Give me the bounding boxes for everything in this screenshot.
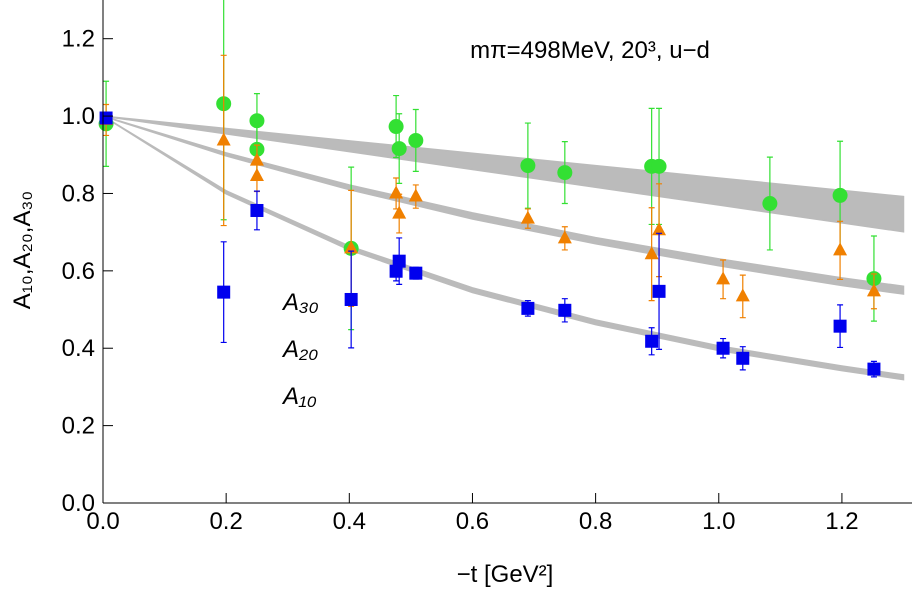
point [521, 301, 535, 315]
x-tick-label: 0.4 [333, 508, 366, 535]
point [716, 271, 731, 285]
x-tick-label: 1.2 [825, 508, 858, 535]
point [832, 187, 848, 203]
x-tick-label: 0.6 [456, 508, 489, 535]
point [249, 113, 265, 129]
y-tick-label: 0.4 [62, 335, 95, 362]
point [249, 152, 264, 166]
point [736, 351, 750, 365]
x-axis-label: −t [GeV²] [457, 561, 554, 588]
point [250, 203, 264, 217]
point [408, 132, 424, 148]
marks [98, 0, 882, 378]
point [392, 254, 406, 268]
fit-band [103, 115, 905, 233]
point [652, 284, 666, 298]
x-tick-label: 0.0 [86, 508, 119, 535]
x-tick-label: 1.0 [702, 508, 735, 535]
point [389, 185, 404, 199]
point [217, 285, 231, 299]
point [651, 158, 667, 174]
point [645, 334, 659, 348]
point [249, 168, 264, 182]
y-tick-label: 0.6 [62, 258, 95, 285]
legend-entry: A₃₀ [281, 289, 319, 316]
point [867, 362, 881, 376]
y-tick-label: 0.0 [62, 490, 95, 517]
y-tick-label: 1.0 [62, 103, 95, 130]
y-tick-label: 1.2 [62, 26, 95, 53]
point [520, 158, 536, 174]
point [762, 196, 778, 212]
point [389, 264, 403, 278]
bands [103, 115, 905, 381]
point [392, 205, 407, 219]
point [557, 230, 572, 244]
point [408, 188, 423, 202]
point [388, 119, 404, 135]
point [833, 242, 848, 256]
point [344, 292, 358, 306]
x-tick-label: 0.8 [579, 508, 612, 535]
point [866, 283, 881, 297]
chart-title: mπ=498MeV, 20³, u−d [470, 37, 710, 64]
point [644, 246, 659, 260]
point [557, 165, 573, 181]
legend-entry: A₂₀ [281, 336, 318, 363]
point [344, 240, 359, 254]
point [652, 222, 667, 236]
point [558, 303, 572, 317]
point [735, 288, 750, 302]
point [409, 266, 423, 280]
x-tick-label: 0.2 [209, 508, 242, 535]
point [716, 341, 730, 355]
point [216, 132, 231, 146]
point [99, 111, 113, 125]
y-axis-label: A₁₀,A₂₀,A₃₀ [9, 191, 36, 309]
legend-entry: A₁₀ [281, 383, 317, 410]
y-tick-label: 0.2 [62, 413, 95, 440]
point [391, 141, 407, 157]
point [520, 210, 535, 224]
point [833, 319, 847, 333]
y-tick-label: 0.8 [62, 180, 95, 207]
